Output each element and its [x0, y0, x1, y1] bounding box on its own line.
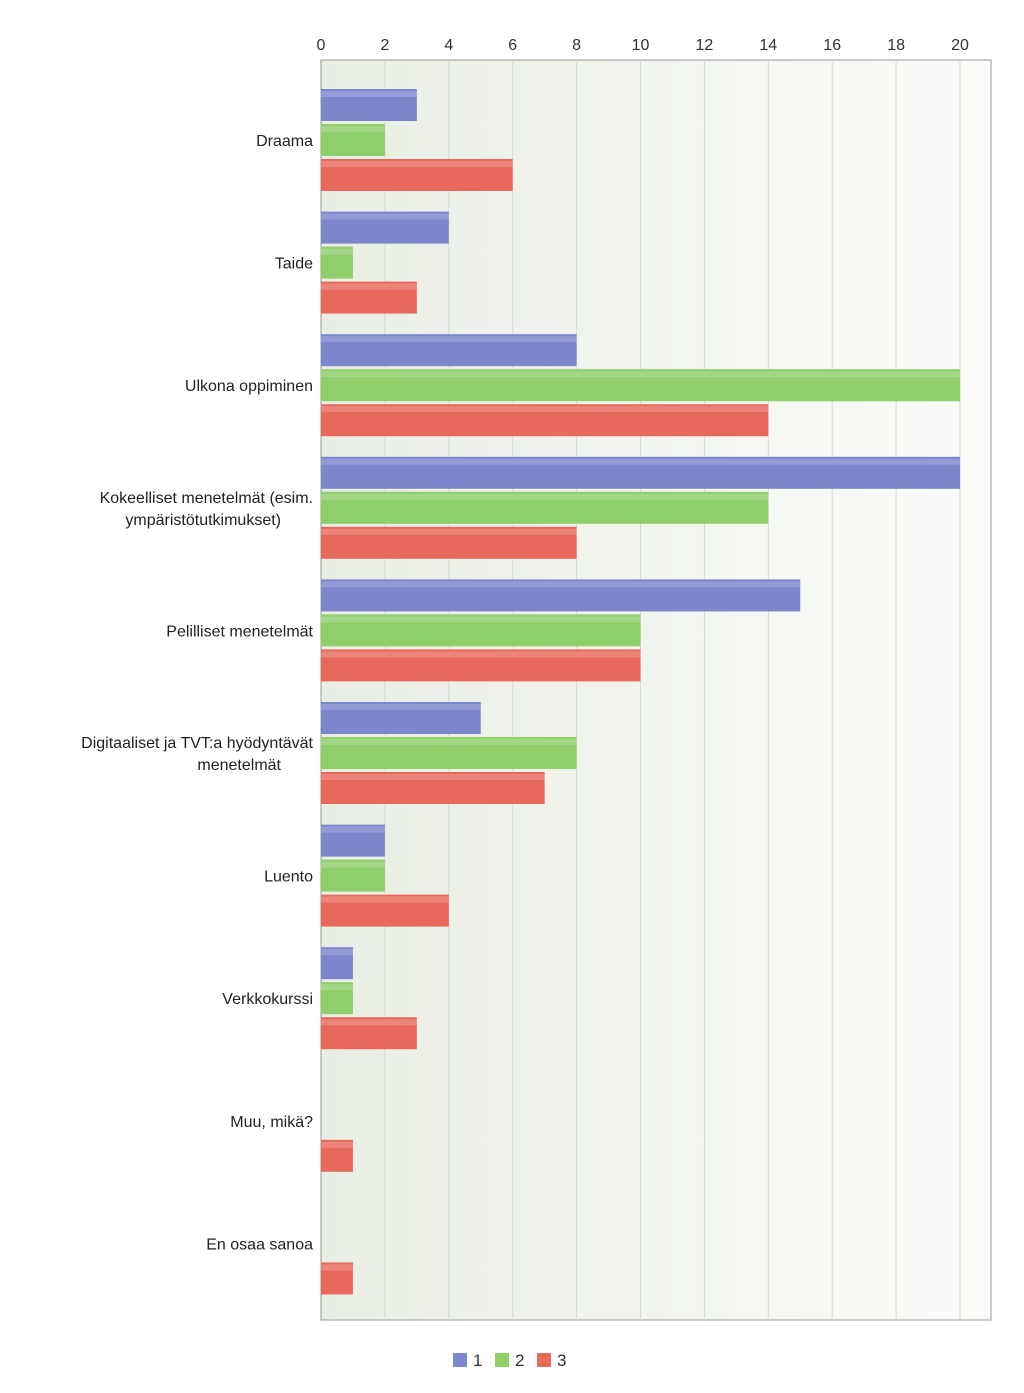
bar-highlight — [321, 896, 449, 903]
x-tick-label: 14 — [759, 37, 777, 54]
bar-series-3 — [321, 649, 641, 682]
category-label: Kokeelliset menetelmät (esim. — [100, 490, 313, 507]
bar-highlight — [321, 248, 353, 255]
bar-highlight — [321, 826, 385, 833]
bar-highlight — [321, 1141, 353, 1148]
bar-series-3 — [321, 281, 417, 314]
bar-highlight — [321, 528, 577, 535]
bar-highlight — [321, 739, 577, 745]
bar-series-3 — [321, 404, 769, 437]
legend-swatch — [453, 1353, 467, 1367]
x-tick-label: 10 — [632, 37, 650, 54]
bar-highlight — [321, 774, 545, 780]
legend-label: 2 — [515, 1351, 524, 1370]
bar-series-1 — [321, 579, 801, 612]
bar-series-1 — [321, 456, 960, 489]
bar-series-2 — [321, 982, 353, 1015]
x-tick-label: 18 — [887, 37, 905, 54]
bar-highlight — [321, 213, 449, 220]
bar-highlight — [321, 984, 353, 991]
bar-highlight — [321, 161, 513, 167]
bar-series-1 — [321, 211, 449, 244]
x-tick-label: 8 — [572, 37, 581, 54]
bar-series-2 — [321, 124, 385, 156]
category-label: menetelmät — [197, 757, 281, 774]
x-tick-label: 20 — [951, 37, 969, 54]
category-label: Verkkokurssi — [222, 991, 313, 1008]
category-label: ympäristötutkimukset) — [125, 512, 281, 529]
category-label: Pelilliset menetelmät — [166, 623, 313, 640]
x-tick-label: 12 — [696, 37, 714, 54]
bar-series-2 — [321, 859, 385, 892]
bar-highlight — [321, 704, 481, 710]
bar-series-1 — [321, 334, 577, 367]
category-label: En osaa sanoa — [206, 1236, 313, 1253]
legend-swatch — [495, 1353, 509, 1367]
bar-series-3 — [321, 772, 545, 804]
category-label: Draama — [256, 133, 313, 150]
category-label: Ulkona oppiminen — [185, 378, 313, 395]
bar-highlight — [321, 406, 769, 413]
bar-series-2 — [321, 246, 353, 279]
legend-label: 1 — [473, 1351, 482, 1370]
bar-highlight — [321, 336, 577, 343]
bar-series-1 — [321, 702, 481, 734]
x-tick-label: 0 — [317, 37, 326, 54]
category-label: Taide — [275, 256, 313, 273]
bar-series-2 — [321, 614, 641, 647]
x-tick-label: 2 — [380, 37, 389, 54]
bar-highlight — [321, 1264, 353, 1271]
bar-highlight — [321, 616, 641, 623]
category-label: Muu, mikä? — [230, 1114, 313, 1131]
bar-series-2 — [321, 737, 577, 769]
bar-highlight — [321, 458, 960, 465]
x-axis-ticks: 0 2 4 6 8 10 12 14 16 18 20 — [317, 37, 969, 54]
x-tick-label: 4 — [444, 37, 453, 54]
bar-series-3 — [321, 159, 513, 191]
bar-highlight — [321, 1019, 417, 1026]
bar-series-3 — [321, 894, 449, 927]
bar-highlight — [321, 949, 353, 956]
category-label: Luento — [264, 869, 313, 886]
bar-highlight — [321, 126, 385, 132]
bar-highlight — [321, 581, 801, 588]
bar-highlight — [321, 493, 769, 500]
bar-series-3 — [321, 526, 577, 559]
bar-series-2 — [321, 369, 960, 402]
bar-highlight — [321, 283, 417, 290]
bars — [321, 89, 960, 1295]
bar-highlight — [321, 91, 417, 97]
x-tick-label: 16 — [823, 37, 841, 54]
legend: 1 2 3 — [453, 1351, 566, 1370]
bar-series-2 — [321, 491, 769, 524]
bar-series-3 — [321, 1139, 353, 1172]
bar-series-3 — [321, 1017, 417, 1050]
category-label: Digitaaliset ja TVT:a hyödyntävät — [81, 735, 313, 752]
plot-area — [320, 59, 992, 1321]
grid-lines — [384, 60, 961, 1320]
bar-highlight — [321, 861, 385, 868]
legend-label: 3 — [557, 1351, 566, 1370]
x-tick-label: 6 — [508, 37, 517, 54]
bar-series-1 — [321, 824, 385, 857]
bar-highlight — [321, 371, 960, 378]
legend-swatch — [537, 1353, 551, 1367]
bar-series-1 — [321, 89, 417, 121]
bar-series-3 — [321, 1262, 353, 1295]
bar-highlight — [321, 651, 641, 658]
bar-series-1 — [321, 947, 353, 980]
category-labels: Draama Taide Ulkona oppiminen Kokeelliset m… — [81, 133, 313, 1253]
